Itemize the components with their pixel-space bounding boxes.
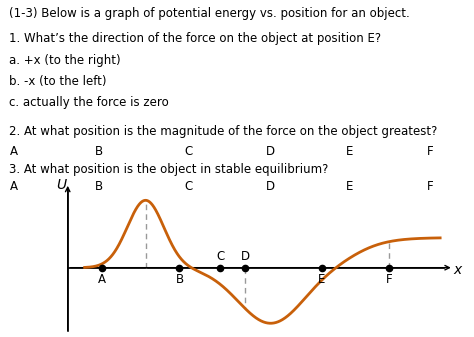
Text: C: C (216, 250, 224, 263)
Text: F: F (427, 145, 433, 158)
Text: D: D (265, 180, 274, 193)
Text: 3. At what position is the object in stable equilibrium?: 3. At what position is the object in sta… (9, 162, 329, 176)
Text: c. actually the force is zero: c. actually the force is zero (9, 96, 169, 110)
Text: a. +x (to the right): a. +x (to the right) (9, 54, 121, 67)
Text: x: x (453, 263, 461, 277)
Text: A: A (9, 145, 18, 158)
Text: F: F (386, 273, 392, 286)
Text: B: B (175, 273, 183, 286)
Text: A: A (9, 180, 18, 193)
Text: C: C (185, 180, 193, 193)
Text: D: D (265, 145, 274, 158)
Text: 2. At what position is the magnitude of the force on the object greatest?: 2. At what position is the magnitude of … (9, 125, 438, 138)
Text: F: F (427, 180, 433, 193)
Text: B: B (95, 145, 103, 158)
Text: b. -x (to the left): b. -x (to the left) (9, 75, 107, 88)
Text: A: A (98, 273, 106, 286)
Text: E: E (346, 145, 354, 158)
Text: B: B (95, 180, 103, 193)
Text: C: C (185, 145, 193, 158)
Text: E: E (346, 180, 354, 193)
Text: U: U (56, 178, 66, 192)
Text: D: D (241, 250, 250, 263)
Text: (1-3) Below is a graph of potential energy vs. position for an object.: (1-3) Below is a graph of potential ener… (9, 7, 410, 20)
Text: 1. What’s the direction of the force on the object at position E?: 1. What’s the direction of the force on … (9, 32, 382, 45)
Text: E: E (318, 273, 325, 286)
